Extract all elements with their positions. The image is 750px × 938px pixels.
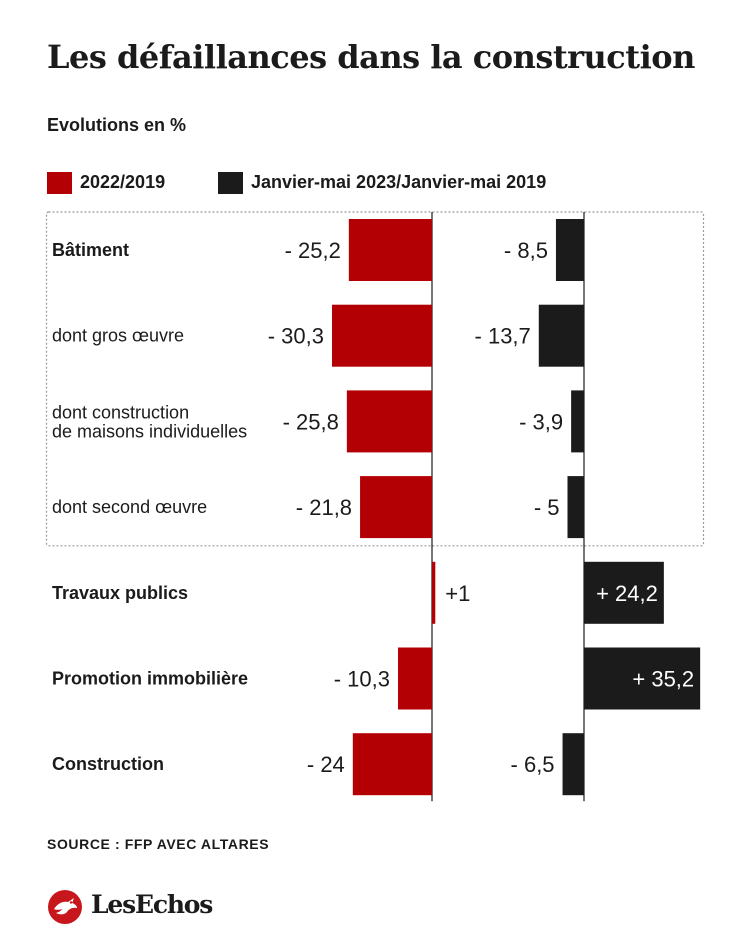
category-label-line: Travaux publics — [52, 583, 188, 603]
data-label-series1: - 10,3 — [334, 667, 390, 692]
category-label: Construction — [52, 754, 164, 774]
bar-series2 — [567, 476, 584, 539]
category-label-line: Bâtiment — [52, 240, 129, 260]
category-label: dont second œuvre — [52, 497, 207, 517]
les-echos-wordmark: LesEchos — [91, 890, 213, 919]
category-label: dont construction de maisons individuelle… — [52, 402, 247, 441]
bar-series1 — [346, 390, 432, 453]
data-label-series2: - 13,7 — [475, 324, 531, 349]
category-label-line: Construction — [52, 754, 164, 774]
source-note: SOURCE : FFP AVEC ALTARES — [47, 836, 270, 852]
group-box-batiment — [45, 211, 705, 547]
data-label-series1: - 25,8 — [283, 409, 339, 434]
bar-series2 — [584, 561, 664, 624]
category-label: Promotion immobilière — [52, 669, 248, 689]
bar-series1 — [352, 733, 432, 796]
category-label-line: dont second œuvre — [52, 497, 207, 517]
bar-series1 — [348, 219, 432, 281]
data-label-series1: - 21,8 — [296, 495, 352, 520]
data-label-series2: - 5 — [534, 495, 560, 520]
category-label-line: Promotion immobilière — [52, 669, 248, 689]
bar-series2 — [555, 219, 584, 281]
legend-swatch-series1 — [47, 172, 72, 194]
les-echos-bird-icon — [48, 890, 82, 924]
data-label-series1: - 24 — [307, 752, 345, 777]
chart-title: Les défaillances dans la construction — [47, 38, 695, 76]
category-label: Travaux publics — [52, 583, 188, 603]
legend-label-series2: Janvier-mai 2023/Janvier-mai 2019 — [251, 172, 547, 192]
bar-series2 — [584, 647, 701, 710]
category-label-line: de maisons individuelles — [52, 421, 247, 441]
bar-chart: Bâtiment - 25,2 - 8,5 dont gros œuvre - 30,3… — [45, 211, 705, 802]
data-label-series1: - 25,2 — [285, 238, 341, 263]
bar-series1 — [360, 476, 432, 539]
bar-series1 — [398, 647, 432, 710]
bar-series2 — [562, 733, 584, 796]
bar-series1 — [432, 561, 436, 624]
data-label-series2: - 6,5 — [511, 752, 555, 777]
data-label-series2: - 3,9 — [519, 409, 563, 434]
legend-swatch-series2 — [218, 172, 243, 194]
data-label-series2: + 24,2 — [596, 581, 658, 606]
category-label: Bâtiment — [52, 240, 129, 260]
data-label-series2: - 8,5 — [504, 238, 548, 263]
data-label-series1: - 30,3 — [268, 324, 324, 349]
bar-series2 — [571, 390, 584, 453]
category-label-line: dont gros œuvre — [52, 326, 184, 346]
bar-series1 — [332, 304, 432, 367]
category-label: dont gros œuvre — [52, 326, 184, 346]
data-label-series1: +1 — [445, 581, 470, 606]
category-label-line: dont construction — [52, 402, 189, 422]
bar-series2 — [538, 304, 584, 367]
chart-subtitle: Evolutions en % — [47, 115, 187, 135]
data-label-series2: + 35,2 — [632, 667, 694, 692]
legend-label-series1: 2022/2019 — [80, 172, 166, 192]
